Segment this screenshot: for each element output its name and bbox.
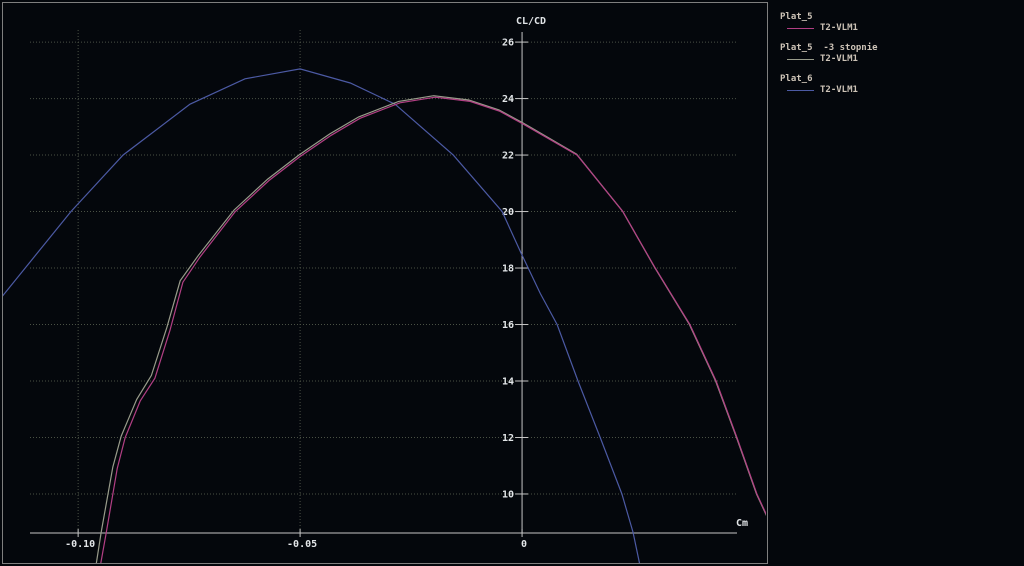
legend-line-sample [787,27,814,29]
x-tick-label: -0.05 [287,539,317,550]
legend-sub-label: T2-VLM1 [820,85,858,95]
x-tick-label: -0.10 [65,539,95,550]
curve-plat_5[interactable] [100,96,768,566]
x-tick-label: 0 [521,539,527,550]
y-tick-label: 18 [502,264,514,275]
y-tick-label: 16 [502,320,514,331]
legend-entry[interactable]: Plat_5 T2-VLM1 [780,11,1010,33]
legend-line-sample [787,58,814,60]
y-tick-label: 10 [502,489,514,500]
y-tick-label: 20 [502,207,514,218]
legend-sub-label: T2-VLM1 [820,54,858,64]
legend-entry[interactable]: Plat_6 T2-VLM1 [780,73,1010,95]
plot-frame-border [2,2,768,564]
legend-entry[interactable]: Plat_5 -3 stopnie T2-VLM1 [780,42,1010,64]
y-axis-title: CL/CD [515,16,547,27]
legend: Plat_5 T2-VLM1 Plat_5 -3 stopnie T2-VLM1 Pla… [780,11,1010,104]
legend-series-name: Plat_6 [780,74,813,84]
y-tick-label: 26 [502,38,514,49]
x-axis-title: Cm [736,518,749,529]
legend-series-name: Plat_5 -3 stopnie [780,43,878,53]
y-tick-label: 14 [502,377,514,388]
y-tick-label: 12 [502,433,514,444]
legend-series-name: Plat_5 [780,12,813,22]
plot-canvas[interactable]: 26 24 22 20 18 16 14 12 10 -0.10 -0.05 0 [0,0,768,566]
curve-plat_6[interactable] [0,68,641,566]
y-tick-label: 22 [502,151,514,162]
legend-line-sample [787,89,814,91]
y-tick-label: 24 [502,94,514,105]
legend-sub-label: T2-VLM1 [820,23,858,33]
curve-plat_5[interactable] [95,95,768,566]
